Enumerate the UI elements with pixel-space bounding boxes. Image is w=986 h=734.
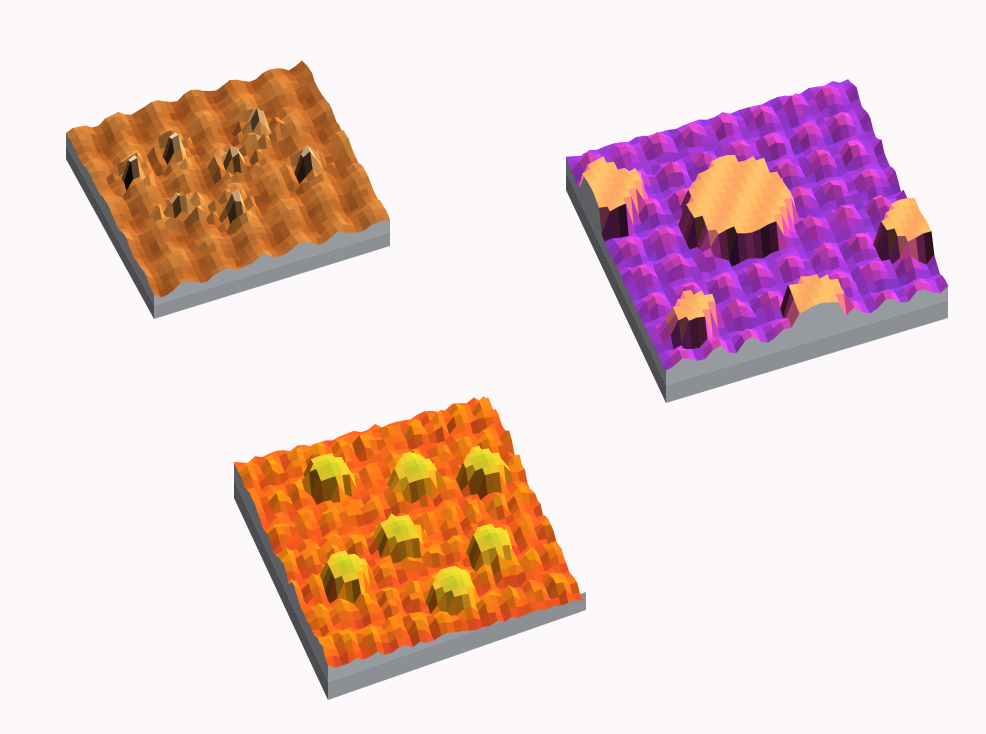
surface-base-front-wall — [666, 300, 948, 403]
surface-base-left-wall — [566, 172, 666, 403]
surface-mesh — [65, 60, 391, 298]
afm-surface-magenta — [565, 79, 949, 403]
surface-front-skirt — [154, 219, 390, 305]
surface-base-left-wall — [234, 480, 328, 700]
surface-base-front-wall — [328, 592, 586, 700]
surface-base-front-wall — [154, 232, 390, 319]
surface-base-left-wall — [66, 145, 154, 319]
afm-surface-copper — [65, 60, 391, 319]
surface-mesh — [233, 395, 583, 668]
afm-surface-rainbow — [233, 395, 586, 700]
surface-left-skirt — [566, 157, 666, 385]
surface-front-skirt — [666, 286, 948, 385]
surface-left-skirt — [66, 133, 154, 305]
surface-left-skirt — [234, 462, 328, 682]
surface-mesh — [565, 79, 949, 371]
